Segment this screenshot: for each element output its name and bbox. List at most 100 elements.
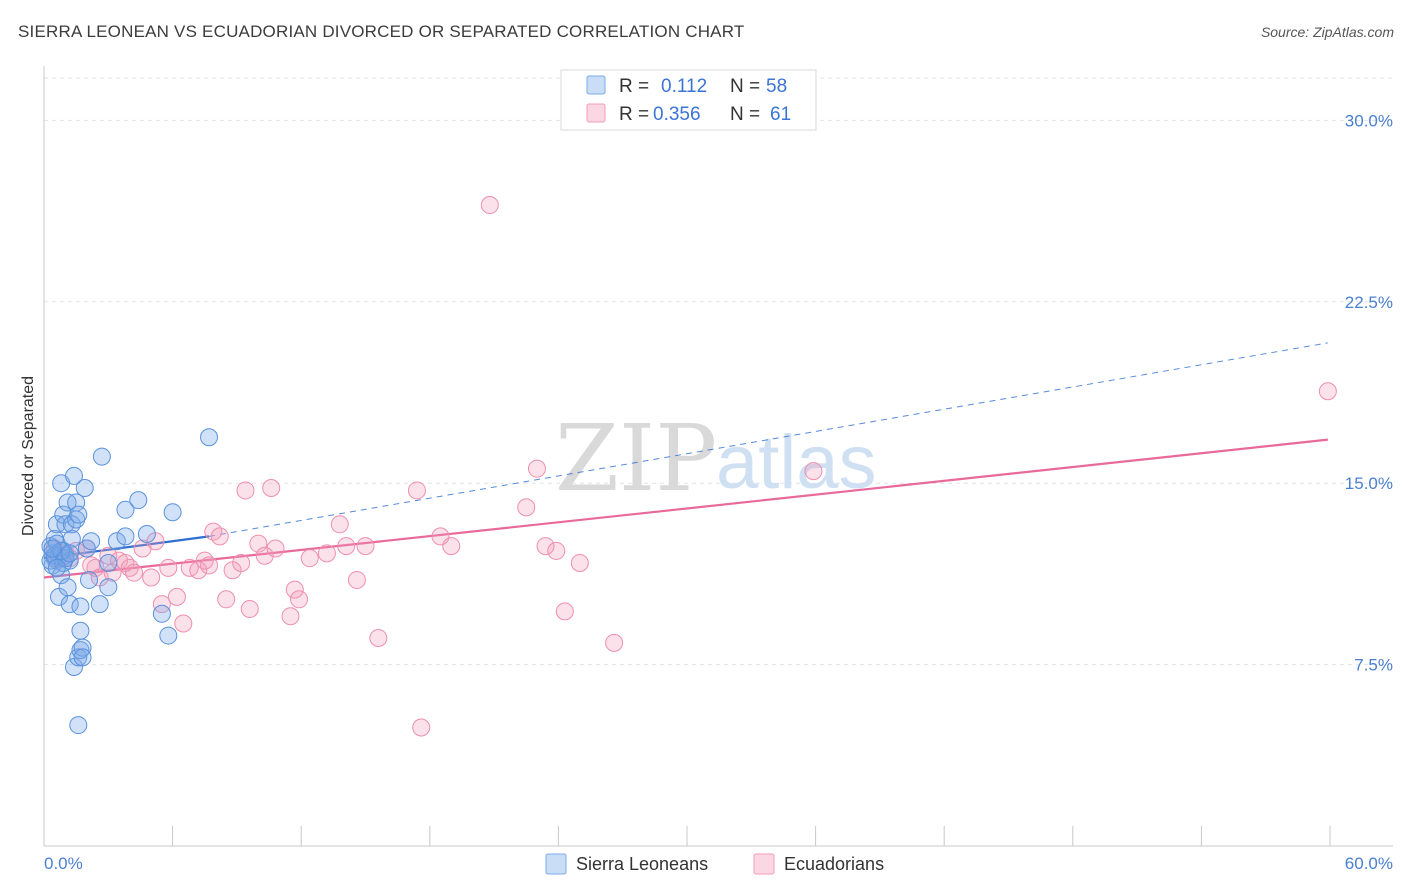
watermark-zip: ZIP [555, 405, 717, 512]
point-ecuadorian [262, 479, 281, 498]
point-ecuadorian [547, 541, 566, 560]
point-ecuadorian [217, 590, 236, 609]
point-ecuadorian [152, 595, 171, 614]
bottom-legend-swatch-ecuadorians [753, 853, 775, 875]
point-sierra-leonean [129, 491, 148, 510]
point-sierra-leonean [137, 524, 156, 543]
point-ecuadorian [330, 515, 349, 534]
legend-n-value-2: 61 [770, 104, 791, 125]
point-sierra-leonean [159, 626, 178, 645]
point-ecuadorian [174, 614, 193, 633]
point-sierra-leonean [99, 578, 118, 597]
trend-line-ecuadorians [43, 438, 1328, 579]
point-sierra-leonean [60, 595, 79, 614]
bottom-legend-label-sierra-leoneans: Sierra Leoneans [576, 854, 708, 874]
point-sierra-leonean [152, 604, 171, 623]
legend-swatch-sierra-leoneans [586, 75, 606, 95]
point-sierra-leonean [69, 648, 88, 667]
legend-r-value-2: 0.356 [653, 104, 701, 125]
point-ecuadorian [369, 628, 388, 647]
point-sierra-leonean [80, 570, 99, 589]
point-sierra-leonean [71, 621, 90, 640]
point-ecuadorian [232, 554, 251, 573]
legend-n-value-1: 58 [766, 76, 787, 97]
legend-r-label-2: R = [619, 104, 649, 125]
point-sierra-leonean [62, 529, 81, 548]
legend-n-label-2: N = [730, 104, 760, 125]
point-ecuadorian [480, 196, 499, 215]
point-ecuadorian [605, 633, 624, 652]
legend-swatch-ecuadorians [586, 103, 606, 123]
point-ecuadorian [347, 570, 366, 589]
point-ecuadorian [159, 558, 178, 577]
bottom-legend-label-ecuadorians: Ecuadorians [784, 854, 884, 874]
point-sierra-leonean [69, 716, 88, 735]
point-sierra-leonean [116, 500, 135, 519]
point-sierra-leonean [47, 558, 66, 577]
legend-n-label-1: N = [730, 76, 760, 97]
y-tick-label: 30.0% [1345, 111, 1393, 130]
point-sierra-leonean [69, 505, 88, 524]
point-ecuadorian [527, 459, 546, 478]
chart-title: SIERRA LEONEAN VS ECUADORIAN DIVORCED OR… [18, 22, 745, 41]
x-tick-min: 0.0% [44, 854, 83, 873]
point-ecuadorian [517, 498, 536, 517]
point-ecuadorian [210, 527, 229, 546]
stats-legend: R = 0.112 N = 58 R = 0.356 N = 61 [560, 69, 817, 131]
point-sierra-leonean [116, 527, 135, 546]
point-sierra-leonean [99, 554, 118, 573]
y-axis-label: Divorced or Separated [20, 376, 37, 536]
point-ecuadorian [317, 544, 336, 563]
point-ecuadorian [536, 537, 555, 556]
point-sierra-leonean [73, 648, 92, 667]
point-sierra-leonean [43, 539, 62, 558]
point-ecuadorian [255, 546, 274, 565]
source-label: Source: ZipAtlas.com [1260, 24, 1394, 40]
point-ecuadorian [240, 599, 259, 618]
point-ecuadorian [200, 556, 219, 575]
grid-lines [44, 77, 1393, 666]
legend-r-value-1: 0.112 [661, 76, 707, 97]
point-sierra-leonean [92, 447, 111, 466]
point-ecuadorian [804, 462, 823, 481]
point-ecuadorian [125, 563, 144, 582]
watermark: ZIP atlas [555, 405, 877, 512]
watermark-atlas: atlas [716, 420, 877, 505]
trend-line-sierra-leoneans-extrapolated [208, 342, 1328, 537]
series-legend: Sierra Leoneans Ecuadorians [545, 853, 884, 875]
point-ecuadorian [285, 580, 304, 599]
y-tick-label: 15.0% [1345, 474, 1393, 493]
x-tick-max: 60.0% [1345, 854, 1393, 873]
point-sierra-leonean [67, 510, 86, 529]
point-sierra-leonean [71, 597, 90, 616]
y-tick-label: 22.5% [1345, 293, 1393, 312]
point-ecuadorian [337, 537, 356, 556]
point-ecuadorian [266, 539, 285, 558]
point-sierra-leonean [65, 466, 84, 485]
point-sierra-leonean [82, 532, 101, 551]
y-tick-label: 7.5% [1354, 656, 1393, 675]
point-ecuadorian [99, 546, 118, 565]
point-ecuadorian [300, 549, 319, 568]
point-ecuadorian [281, 607, 300, 626]
point-sierra-leonean [73, 638, 92, 657]
point-ecuadorian [412, 718, 431, 737]
point-sierra-leonean [58, 578, 77, 597]
point-ecuadorian [290, 590, 309, 609]
bottom-legend-swatch-sierra-leoneans [545, 853, 567, 875]
point-sierra-leonean [60, 544, 79, 563]
point-ecuadorian [442, 537, 461, 556]
data-points [41, 196, 1337, 737]
point-sierra-leonean [90, 595, 109, 614]
point-sierra-leonean [71, 641, 90, 660]
axes [43, 66, 1393, 847]
y-tick-labels: 7.5% 15.0% 22.5% 30.0% [1345, 111, 1393, 674]
point-sierra-leonean [107, 532, 126, 551]
legend-box [560, 69, 817, 131]
point-sierra-leonean [200, 428, 219, 447]
legend-r-label-1: R = [619, 76, 649, 97]
point-ecuadorian [407, 481, 426, 500]
point-sierra-leonean [163, 503, 182, 522]
point-ecuadorian [356, 537, 375, 556]
